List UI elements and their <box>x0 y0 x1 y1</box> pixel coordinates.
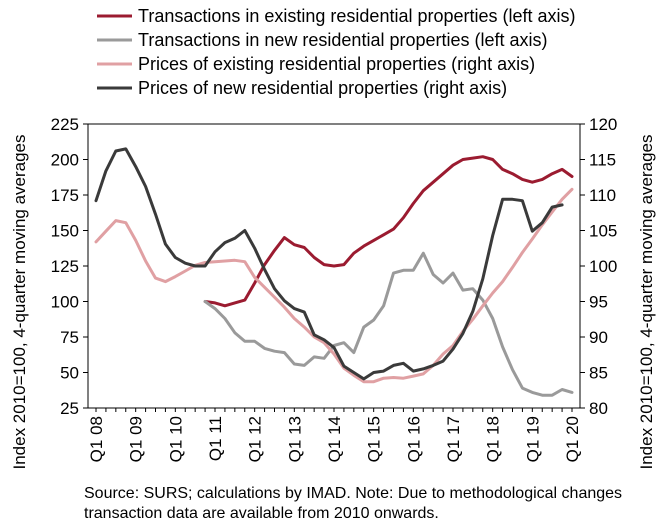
series-line-2 <box>203 251 574 397</box>
right-y-axis: 80 85 90 95 100 105 110 115 120 <box>580 115 617 418</box>
left-tick-label: 100 <box>51 293 79 312</box>
left-tick-label: 175 <box>51 186 79 205</box>
left-tick-label: 225 <box>51 115 79 134</box>
legend: Transactions in existing residential pro… <box>97 6 576 98</box>
left-tick-label: 75 <box>60 328 79 347</box>
series-lines <box>94 147 574 397</box>
left-tick-label: 50 <box>60 364 79 383</box>
x-tick-label: Q1 18 <box>484 416 503 462</box>
line-chart: Transactions in existing residential pro… <box>10 6 656 470</box>
legend-label-1: Transactions in existing residential pro… <box>138 6 576 26</box>
x-tick-label: Q1 16 <box>404 416 423 462</box>
left-tick-label: 125 <box>51 257 79 276</box>
left-tick-label: 25 <box>60 399 79 418</box>
x-tick-label: Q1 14 <box>325 416 344 462</box>
x-tick-label: Q1 08 <box>87 416 106 462</box>
x-tick-label: Q1 12 <box>246 416 265 462</box>
right-tick-label: 110 <box>589 186 616 205</box>
right-axis-label: Index 2010=100, 4-quarter moving average… <box>637 134 656 469</box>
left-tick-label: 200 <box>51 151 79 170</box>
x-tick-label: Q1 09 <box>127 416 146 462</box>
x-axis: Q1 08 Q1 09 Q1 10 Q1 11 Q1 12 Q1 13 Q1 14 Q1 15… <box>87 408 582 462</box>
right-tick-label: 85 <box>589 364 608 383</box>
x-tick-label: Q1 19 <box>523 416 542 462</box>
x-tick-label: Q1 10 <box>166 416 185 462</box>
x-tick-label: Q1 11 <box>206 416 225 461</box>
right-tick-label: 80 <box>589 399 608 418</box>
left-axis-label: Index 2010=100, 4-quarter moving average… <box>10 134 29 469</box>
legend-label-3: Prices of existing residential propertie… <box>138 54 535 74</box>
right-tick-label: 115 <box>589 151 616 170</box>
source-note: Source: SURS; calculations by IMAD. Note… <box>84 485 623 522</box>
legend-label-4: Prices of new residential properties (ri… <box>138 78 507 98</box>
x-tick-label: Q1 13 <box>285 416 304 462</box>
x-tick-label: Q1 15 <box>365 416 384 462</box>
right-tick-label: 90 <box>589 328 608 347</box>
series-line-1 <box>203 155 574 308</box>
legend-label-2: Transactions in new residential properti… <box>138 30 548 50</box>
x-tick-label: Q1 20 <box>563 416 582 462</box>
right-tick-label: 95 <box>589 293 608 312</box>
x-tick-label: Q1 17 <box>444 416 463 462</box>
left-y-axis: 25 50 75 100 125 150 175 200 225 <box>51 115 88 418</box>
series-line-4 <box>94 147 564 381</box>
right-tick-label: 120 <box>589 115 617 134</box>
right-tick-label: 100 <box>589 257 617 276</box>
left-tick-label: 150 <box>51 222 79 241</box>
series-line-3 <box>94 187 574 384</box>
right-tick-label: 105 <box>589 222 617 241</box>
